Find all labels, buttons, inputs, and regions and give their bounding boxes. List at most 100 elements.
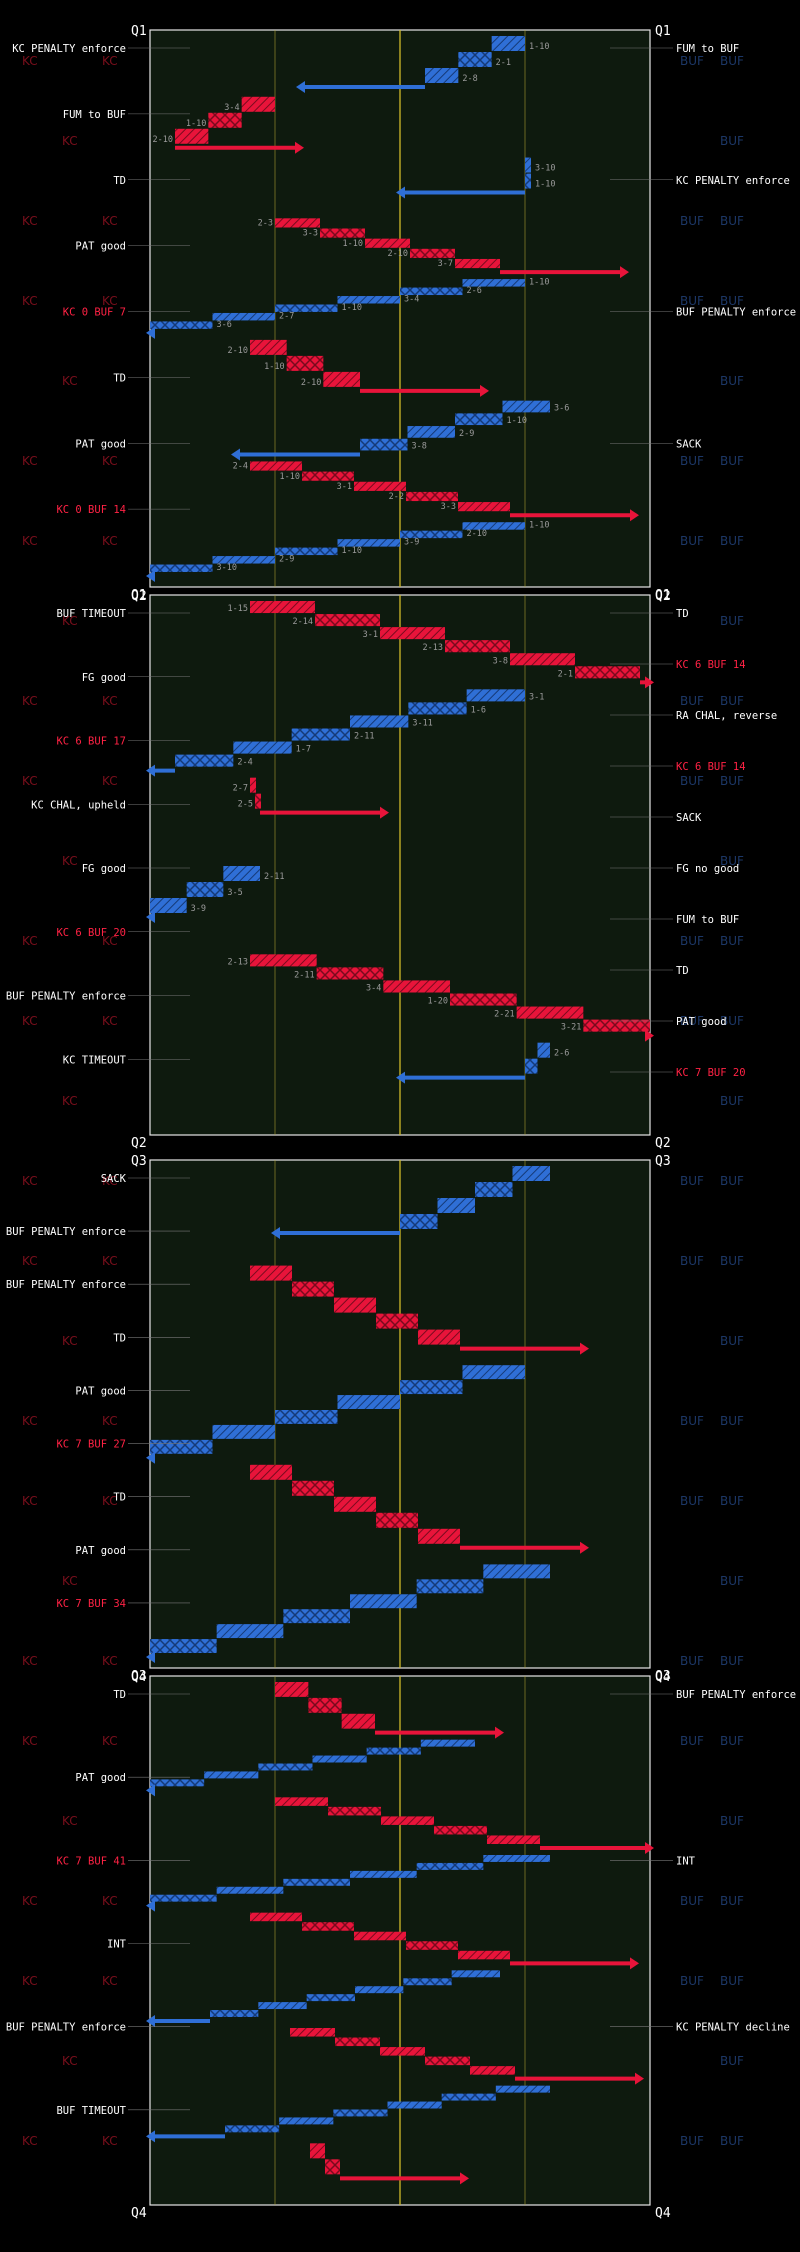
buf-play-box (150, 898, 187, 913)
down-distance-label: 3-10 (535, 164, 555, 174)
watermark-kc: KC (22, 1734, 38, 1748)
down-distance-label: 2-9 (279, 555, 294, 565)
event-annotation: KC 6 BUF 17 (56, 736, 126, 748)
watermark-buf: BUF (720, 1334, 744, 1348)
down-distance-label: 2-10 (301, 378, 321, 388)
quarter-label: Q1 (131, 24, 147, 39)
kc-play-box (334, 1496, 376, 1512)
quarter-label: Q3 (655, 1669, 671, 1684)
watermark-buf: BUF (720, 1734, 744, 1748)
buf-play-box (350, 1594, 417, 1609)
kc-play-box (290, 2028, 335, 2037)
arrowhead (645, 676, 654, 689)
down-distance-label: 3-7 (438, 259, 453, 269)
down-distance-label: 2-8 (462, 74, 477, 84)
watermark-buf: BUF (720, 1574, 744, 1588)
down-distance-label: 2-6 (554, 1049, 569, 1059)
buf-play-box (275, 304, 338, 312)
buf-play-box (212, 556, 275, 564)
buf-play-box (462, 279, 525, 287)
arrowhead (146, 1651, 155, 1663)
event-annotation: KC PENALTY enforce (12, 43, 126, 55)
watermark-kc: KC (102, 214, 118, 228)
down-distance-label: 2-6 (467, 286, 482, 296)
buf-play-box (400, 287, 463, 296)
event-annotation: TD (113, 175, 126, 187)
quarter-label: Q2 (655, 589, 671, 604)
buf-play-box (350, 715, 409, 728)
event-annotation: TD (676, 608, 689, 620)
event-annotation: PAT good (75, 241, 126, 253)
down-distance-label: 2-7 (233, 784, 248, 794)
arrowhead (396, 1071, 405, 1084)
buf-play-box (525, 1058, 538, 1074)
buf-play-box (387, 2101, 442, 2109)
event-annotation: PAT good (75, 1385, 126, 1397)
event-annotation: FG good (82, 863, 126, 875)
watermark-buf: BUF (680, 774, 704, 788)
kc-play-box (354, 481, 406, 491)
kc-play-box (510, 653, 575, 666)
event-annotation: TD (113, 1332, 126, 1344)
buf-play-box (537, 1042, 550, 1058)
kc-play-box (302, 1922, 354, 1931)
watermark-kc: KC (62, 854, 78, 868)
buf-play-box (483, 1855, 550, 1862)
watermark-kc: KC (62, 1574, 78, 1588)
watermark-buf: BUF (680, 1974, 704, 1988)
buf-play-box (186, 882, 224, 897)
down-distance-label: 1-10 (280, 472, 300, 482)
kc-play-box (458, 502, 510, 512)
arrowhead (480, 384, 489, 397)
watermark-buf: BUF (680, 1414, 704, 1428)
kc-play-box (425, 2056, 470, 2066)
down-distance-label: 3-5 (227, 888, 242, 898)
buf-play-box (458, 52, 492, 67)
buf-play-box (291, 728, 350, 741)
kc-play-box (308, 1697, 342, 1713)
watermark-kc: KC (62, 1094, 78, 1108)
watermark-kc: KC (22, 1014, 38, 1028)
event-annotation: BUF PENALTY enforce (6, 991, 126, 1003)
kc-play-box (383, 980, 450, 993)
kc-play-box (325, 2159, 340, 2175)
watermark-kc: KC (102, 454, 118, 468)
buf-play-box (337, 1395, 400, 1409)
event-annotation: RA CHAL, reverse (676, 710, 777, 722)
event-annotation: BUF PENALTY enforce (6, 1226, 126, 1238)
down-distance-label: 3-10 (217, 563, 237, 573)
kc-play-box (458, 1950, 510, 1960)
watermark-buf: BUF (680, 1894, 704, 1908)
buf-play-box (512, 1166, 550, 1181)
buf-play-box (502, 400, 550, 413)
buf-play-box (400, 530, 463, 539)
down-distance-label: 3-4 (366, 984, 381, 994)
watermark-kc: KC (22, 534, 38, 548)
watermark-buf: BUF (680, 1494, 704, 1508)
watermark-kc: KC (22, 294, 38, 308)
down-distance-label: 2-11 (264, 872, 284, 882)
watermark-kc: KC (102, 54, 118, 68)
buf-play-box (150, 321, 213, 329)
quarter-label: Q3 (131, 1669, 147, 1684)
watermark-buf: BUF (720, 134, 744, 148)
event-annotation: KC TIMEOUT (63, 1054, 127, 1066)
watermark-kc: KC (62, 374, 78, 388)
buf-play-box (495, 2085, 550, 2093)
kc-play-box (250, 1265, 292, 1281)
watermark-kc: KC (22, 1414, 38, 1428)
buf-play-box (212, 1424, 275, 1439)
buf-play-box (150, 1894, 217, 1902)
kc-play-box (406, 1941, 458, 1950)
watermark-kc: KC (22, 214, 38, 228)
arrowhead (146, 911, 155, 923)
kc-play-box (250, 954, 317, 967)
event-annotation: TD (113, 372, 126, 384)
buf-play-box (407, 426, 455, 438)
event-annotation: BUF TIMEOUT (56, 608, 126, 620)
arrowhead (146, 1899, 155, 1912)
buf-play-box (233, 741, 292, 754)
kc-play-box (354, 1931, 406, 1941)
down-distance-label: 3-8 (493, 656, 508, 666)
event-annotation: KC PENALTY decline (676, 2022, 790, 2034)
